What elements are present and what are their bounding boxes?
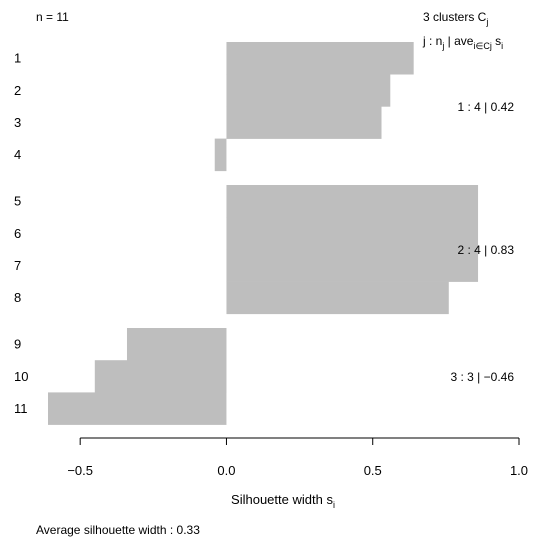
silhouette-bar-4 <box>214 138 227 172</box>
observation-label-2: 2 <box>14 83 21 98</box>
observation-label-10: 10 <box>14 369 28 384</box>
x-axis-title-main: Silhouette width s <box>231 492 333 507</box>
observation-label-9: 9 <box>14 337 21 352</box>
clusters-header-sub: j <box>485 17 488 27</box>
observation-label-1: 1 <box>14 51 21 66</box>
observation-labels: 1 2 3 4 5 6 7 8 9 10 11 <box>14 51 28 416</box>
observation-label-3: 3 <box>14 115 21 130</box>
cluster-summary-3: 3 : 3 | −0.46 <box>451 370 515 384</box>
silhouette-bar-10 <box>94 360 227 393</box>
silhouette-bar-3 <box>226 106 382 139</box>
cluster-table-header: j : nj | avei∈Cj si <box>422 34 503 51</box>
cluster-summaries: 1 : 4 | 0.42 2 : 4 | 0.83 3 : 3 | −0.46 <box>451 100 515 384</box>
observation-label-5: 5 <box>14 194 21 209</box>
silhouette-bar-2 <box>226 74 391 107</box>
x-axis: −0.5 0.0 0.5 1.0 <box>67 437 528 478</box>
observation-label-11: 11 <box>14 401 28 416</box>
x-tick-label-2: 0.5 <box>364 463 382 478</box>
observation-label-7: 7 <box>14 258 21 273</box>
silhouette-bar-11 <box>48 392 227 425</box>
header-ave: | ave <box>444 34 473 48</box>
header-j-n: j : n <box>422 34 442 48</box>
header-s-sub: i <box>501 41 503 51</box>
silhouette-bar-9 <box>126 328 227 361</box>
x-tick-label-0: −0.5 <box>67 463 93 478</box>
header-ave-sub: i∈Cj <box>473 41 491 51</box>
silhouette-bar-1 <box>226 42 414 75</box>
header-s: s <box>492 34 501 48</box>
bars-layer <box>48 42 479 425</box>
silhouette-bar-6 <box>226 217 479 250</box>
average-silhouette-footer: Average silhouette width : 0.33 <box>36 523 200 537</box>
header-n-sub: j <box>441 41 444 51</box>
silhouette-bar-7 <box>226 249 479 282</box>
x-tick-label-3: 1.0 <box>510 463 528 478</box>
clusters-header-prefix: 3 clusters C <box>423 10 487 24</box>
silhouette-bar-5 <box>226 185 479 218</box>
clusters-header: 3 clusters Cj <box>423 10 488 27</box>
cluster-summary-1: 1 : 4 | 0.42 <box>458 100 515 114</box>
observation-label-6: 6 <box>14 226 21 241</box>
n-label: n = 11 <box>36 10 69 24</box>
x-tick-label-1: 0.0 <box>217 463 235 478</box>
observation-label-4: 4 <box>14 147 21 162</box>
x-axis-title-sub: i <box>333 500 335 510</box>
cluster-summary-2: 2 : 4 | 0.83 <box>458 243 515 257</box>
observation-label-8: 8 <box>14 290 21 305</box>
silhouette-bar-8 <box>226 281 449 315</box>
x-axis-title: Silhouette width si <box>231 492 335 510</box>
